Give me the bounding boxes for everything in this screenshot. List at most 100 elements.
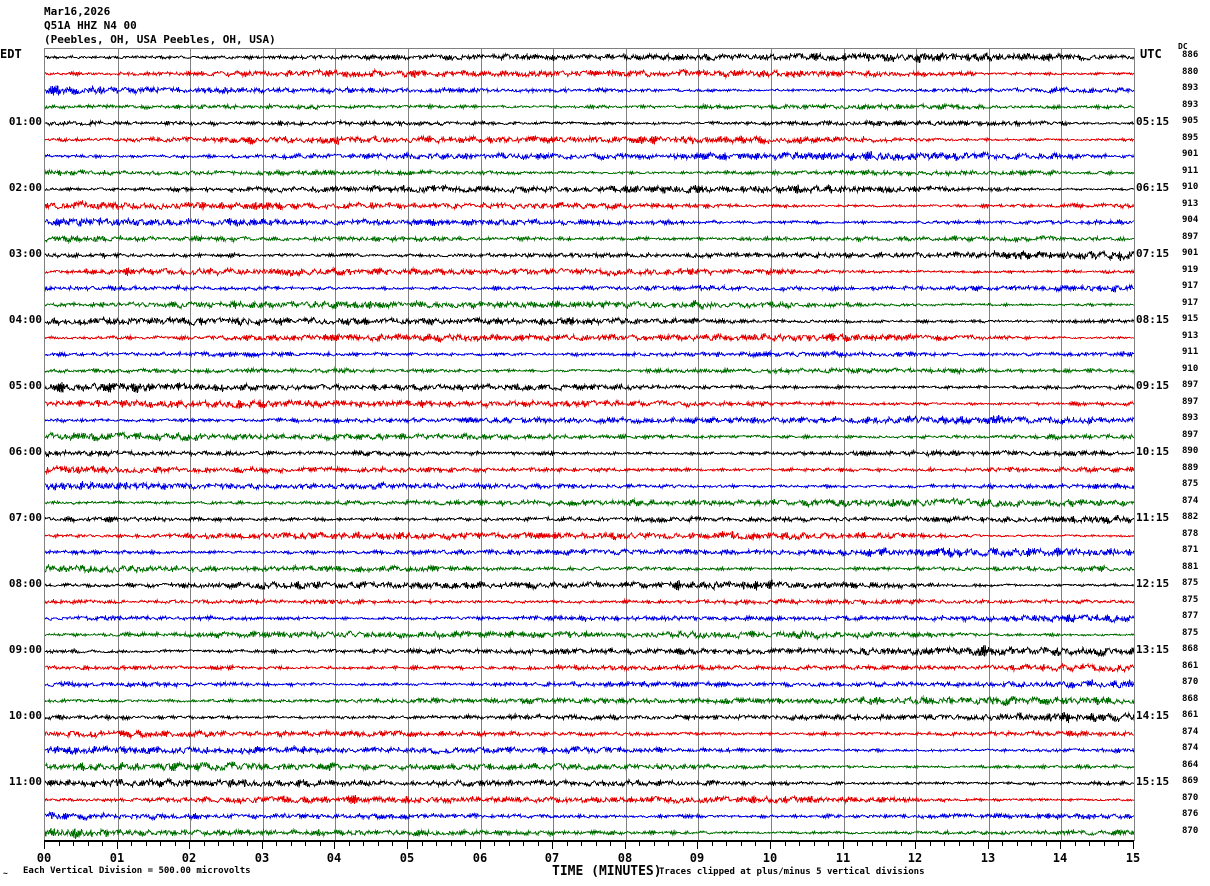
clip-note: Traces clipped at plus/minus 5 vertical … [659,867,925,877]
x-tick-minor [102,840,103,846]
right-hour-label: 12:15 [1136,577,1170,591]
x-tick-major [117,840,118,849]
dc-value: 886 [1182,50,1199,61]
seismic-trace [45,266,1134,278]
seismic-trace [45,199,1134,212]
left-hour-label: 04:00 [8,313,42,327]
x-tick-label: 08 [617,851,633,865]
x-tick-label: 11 [835,851,851,865]
x-tick-minor [436,840,437,846]
dc-value: 895 [1182,132,1199,143]
dc-value: 905 [1182,116,1199,127]
x-tick-minor [901,840,902,846]
x-tick-minor [1089,840,1090,846]
dc-value: 901 [1182,248,1199,259]
right-hour-label: 10:15 [1136,445,1170,459]
x-tick-minor [1002,840,1003,846]
x-tick-label: 00 [36,851,52,865]
x-tick-major [407,840,408,849]
x-tick-minor [726,840,727,846]
x-tick-minor [785,840,786,846]
x-tick-minor [291,840,292,846]
x-tick-major [915,840,916,849]
right-hour-label: 07:15 [1136,247,1170,261]
x-tick-label: 15 [1125,851,1141,865]
x-tick-minor [451,840,452,846]
seismogram-plot[interactable] [44,48,1135,841]
left-hour-label: 07:00 [8,511,42,525]
grid-line-vertical [481,49,482,841]
dc-value: 864 [1182,759,1199,770]
dc-value: 880 [1182,66,1199,77]
x-tick-minor [233,840,234,846]
x-tick-minor [509,840,510,846]
seismic-trace [45,794,1134,805]
grid-line-vertical [771,49,772,841]
x-tick-minor [218,840,219,846]
seismic-trace [45,613,1134,624]
dc-value: 901 [1182,149,1199,160]
x-tick-major [262,840,263,849]
seismic-trace [45,84,1134,96]
dc-value: 911 [1182,165,1199,176]
seismic-trace [45,662,1134,674]
right-hour-label: 06:15 [1136,181,1170,195]
x-tick-major [189,840,190,849]
dc-value: 893 [1182,99,1199,110]
header-station: Q51A HHZ N4 00 [44,19,137,32]
seismic-trace [45,249,1134,262]
x-tick-major [843,840,844,849]
x-tick-minor [668,840,669,846]
x-tick-minor [799,840,800,846]
dc-value: 861 [1182,710,1199,721]
x-tick-minor [204,840,205,846]
dc-value: 882 [1182,512,1199,523]
seismic-trace [45,777,1134,789]
seismic-trace [45,563,1134,575]
grid-line-vertical [698,49,699,841]
x-tick-major [334,840,335,849]
x-tick-minor [1075,840,1076,846]
seismic-trace [45,448,1134,459]
dc-value: 874 [1182,726,1199,737]
x-tick-minor [872,840,873,846]
x-tick-minor [814,840,815,846]
dc-value: 913 [1182,198,1199,209]
dc-value: 875 [1182,578,1199,589]
seismic-trace [45,414,1134,426]
left-hour-label: 06:00 [8,445,42,459]
x-tick-minor [276,840,277,846]
x-tick-minor [349,840,350,846]
x-tick-label: 10 [762,851,778,865]
x-tick-label: 12 [907,851,923,865]
seismic-trace [45,496,1134,509]
x-tick-minor [363,840,364,846]
seismic-trace [45,366,1134,376]
right-hour-label: 09:15 [1136,379,1170,393]
x-tick-minor [857,840,858,846]
left-hour-label: 02:00 [8,181,42,195]
left-hour-label: 10:00 [8,709,42,723]
x-tick-minor [596,840,597,846]
dc-value: 910 [1182,182,1199,193]
dc-value: 875 [1182,627,1199,638]
dc-value: 893 [1182,83,1199,94]
seismic-trace [45,234,1134,245]
x-tick-minor [1017,840,1018,846]
right-hour-label: 15:15 [1136,775,1170,789]
dc-value: 875 [1182,479,1199,490]
dc-value: 870 [1182,677,1199,688]
seismic-trace [45,183,1134,195]
dc-value: 868 [1182,644,1199,655]
x-tick-minor [930,840,931,846]
dc-value: 869 [1182,776,1199,787]
x-tick-label: 02 [181,851,197,865]
x-axis-line [44,840,1134,842]
x-tick-minor [247,840,248,846]
dc-value: 870 [1182,825,1199,836]
header-date: Mar16,2026 [44,5,111,18]
seismic-trace [45,644,1134,658]
right-hour-label: 11:15 [1136,511,1170,525]
seismic-trace [45,51,1134,64]
x-tick-minor [422,840,423,846]
